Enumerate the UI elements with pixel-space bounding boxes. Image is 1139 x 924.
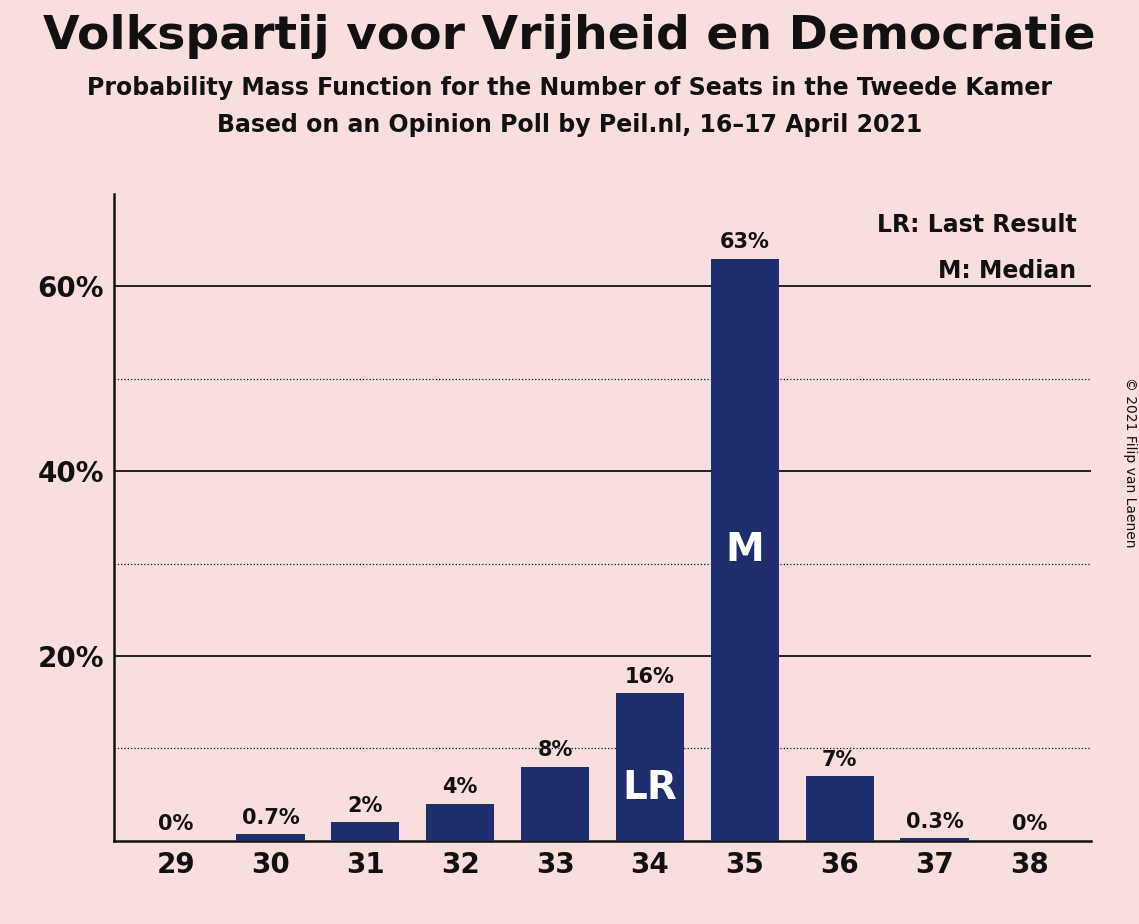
Text: 0%: 0% xyxy=(1011,814,1047,834)
Text: 2%: 2% xyxy=(347,796,383,816)
Bar xyxy=(805,776,874,841)
Text: 0.3%: 0.3% xyxy=(906,811,964,832)
Text: LR: Last Result: LR: Last Result xyxy=(877,213,1076,237)
Bar xyxy=(236,834,304,841)
Text: 8%: 8% xyxy=(538,740,573,760)
Text: Volkspartij voor Vrijheid en Democratie: Volkspartij voor Vrijheid en Democratie xyxy=(43,14,1096,59)
Bar xyxy=(616,693,685,841)
Text: 7%: 7% xyxy=(822,749,858,770)
Text: M: M xyxy=(726,530,764,569)
Bar xyxy=(521,767,589,841)
Bar xyxy=(711,259,779,841)
Text: Probability Mass Function for the Number of Seats in the Tweede Kamer: Probability Mass Function for the Number… xyxy=(87,76,1052,100)
Text: 63%: 63% xyxy=(720,232,770,252)
Bar xyxy=(331,822,400,841)
Text: 4%: 4% xyxy=(443,777,478,797)
Text: © 2021 Filip van Laenen: © 2021 Filip van Laenen xyxy=(1123,377,1137,547)
Text: LR: LR xyxy=(623,769,678,807)
Text: 16%: 16% xyxy=(625,666,675,687)
Text: 0%: 0% xyxy=(158,814,194,834)
Text: M: Median: M: Median xyxy=(939,259,1076,283)
Text: 0.7%: 0.7% xyxy=(241,808,300,828)
Bar xyxy=(426,804,494,841)
Text: Based on an Opinion Poll by Peil.nl, 16–17 April 2021: Based on an Opinion Poll by Peil.nl, 16–… xyxy=(216,113,923,137)
Bar xyxy=(901,838,969,841)
